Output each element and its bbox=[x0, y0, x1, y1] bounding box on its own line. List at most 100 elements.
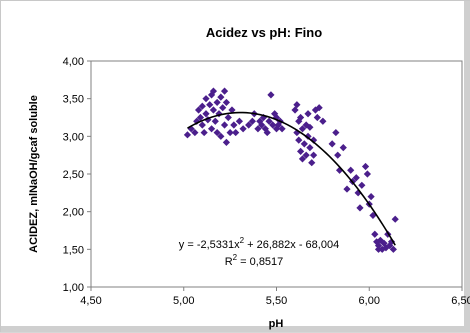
data-point bbox=[304, 110, 312, 118]
y-tick-label: 1,00 bbox=[63, 282, 84, 294]
y-tick-label: 1,50 bbox=[63, 244, 84, 256]
data-point bbox=[387, 238, 396, 246]
data-point bbox=[363, 170, 371, 178]
x-tick-label: 6,50 bbox=[451, 295, 470, 307]
data-point bbox=[308, 159, 316, 167]
data-point bbox=[259, 113, 268, 122]
data-point bbox=[361, 162, 370, 171]
data-point bbox=[389, 245, 397, 253]
y-axis-label: ACIDEZ, mlNaOH/gcaf soluble bbox=[28, 95, 40, 253]
data-point bbox=[222, 138, 231, 146]
data-point bbox=[258, 121, 266, 129]
data-point bbox=[339, 144, 347, 152]
data-point bbox=[300, 140, 308, 148]
data-point bbox=[297, 147, 305, 155]
data-point bbox=[209, 87, 218, 95]
data-point bbox=[222, 98, 231, 107]
chart-title: Acidez vs pH: Fino bbox=[206, 25, 322, 40]
data-point bbox=[293, 101, 301, 109]
data-point bbox=[191, 128, 199, 137]
data-point bbox=[217, 93, 225, 101]
data-point bbox=[386, 241, 394, 250]
data-point bbox=[295, 136, 303, 144]
data-point bbox=[196, 113, 205, 122]
data-point bbox=[206, 101, 214, 109]
data-point bbox=[202, 110, 210, 118]
data-point bbox=[369, 211, 377, 220]
data-point bbox=[374, 241, 383, 250]
data-point bbox=[226, 128, 234, 137]
data-point bbox=[213, 128, 221, 137]
data-point bbox=[183, 131, 192, 139]
trend-equation: y = -2,5331x2 + 26,882x - 68,004 bbox=[179, 236, 339, 251]
data-point bbox=[347, 166, 355, 174]
data-point bbox=[254, 125, 262, 133]
data-point bbox=[302, 151, 310, 159]
data-point bbox=[297, 113, 305, 122]
data-point bbox=[228, 106, 236, 114]
data-point bbox=[298, 125, 307, 133]
data-point bbox=[356, 204, 364, 212]
data-point bbox=[311, 106, 320, 114]
x-axis: 4,50 5,00 5,50 6,00 6,50 bbox=[80, 287, 470, 307]
data-point bbox=[217, 132, 225, 140]
data-point bbox=[211, 117, 219, 125]
data-point bbox=[248, 117, 256, 125]
data-point bbox=[198, 102, 206, 110]
data-point bbox=[245, 121, 253, 129]
data-point bbox=[328, 140, 336, 148]
data-point bbox=[310, 151, 318, 159]
data-point bbox=[232, 128, 240, 137]
data-point bbox=[278, 125, 286, 133]
y-tick-label: 2,50 bbox=[63, 169, 84, 181]
trendline bbox=[187, 111, 396, 246]
data-point bbox=[367, 193, 375, 201]
data-point bbox=[358, 181, 366, 189]
data-point bbox=[207, 125, 216, 133]
data-point bbox=[271, 110, 279, 118]
data-point bbox=[313, 113, 321, 122]
y-tick-label: 3,00 bbox=[63, 131, 84, 143]
data-point bbox=[380, 239, 388, 247]
data-point bbox=[239, 125, 247, 133]
data-point bbox=[343, 185, 351, 193]
data-point bbox=[202, 95, 210, 103]
y-tick-label: 2,00 bbox=[63, 207, 84, 219]
data-point bbox=[263, 128, 271, 137]
data-point bbox=[213, 98, 221, 107]
y-tick-label: 3,50 bbox=[63, 94, 84, 106]
data-point bbox=[315, 104, 323, 112]
data-point bbox=[304, 132, 312, 140]
x-tick-label: 6,00 bbox=[359, 295, 380, 307]
data-point bbox=[224, 113, 232, 122]
data-point bbox=[265, 117, 273, 125]
data-point bbox=[298, 155, 307, 163]
data-point bbox=[293, 128, 301, 137]
data-point bbox=[291, 106, 299, 114]
x-axis-label: pH bbox=[269, 318, 284, 330]
x-tick-label: 4,50 bbox=[80, 295, 101, 307]
data-point bbox=[378, 245, 386, 253]
data-point bbox=[219, 104, 227, 112]
y-tick-label: 4,00 bbox=[63, 56, 84, 68]
y-axis: 1,00 1,50 2,00 2,50 3,00 3,50 4,00 bbox=[63, 56, 91, 294]
r-squared: R2 = 0,8517 bbox=[225, 253, 284, 268]
data-point bbox=[310, 136, 318, 144]
data-point bbox=[391, 215, 399, 223]
data-point bbox=[269, 121, 277, 129]
data-point bbox=[267, 91, 275, 99]
data-point bbox=[200, 128, 208, 137]
data-point bbox=[230, 121, 238, 129]
x-tick-label: 5,00 bbox=[173, 295, 194, 307]
data-point bbox=[256, 117, 264, 125]
data-point bbox=[220, 87, 229, 95]
data-point bbox=[319, 117, 327, 125]
data-point bbox=[306, 144, 314, 152]
data-point bbox=[371, 230, 379, 238]
data-point bbox=[374, 245, 383, 253]
data-point bbox=[198, 121, 206, 129]
data-points bbox=[183, 87, 399, 253]
x-tick-label: 5,50 bbox=[266, 295, 287, 307]
